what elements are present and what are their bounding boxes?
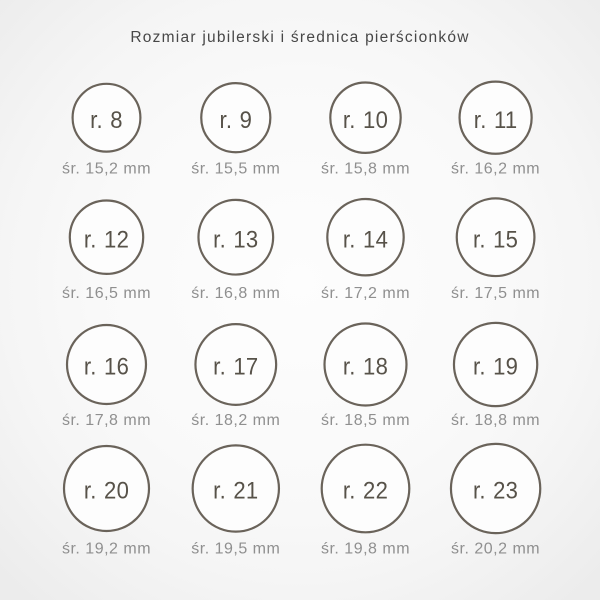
svg-text:śr. 19,8 mm: śr. 19,8 mm	[321, 541, 410, 558]
svg-text:r. 17: r. 17	[213, 353, 258, 380]
svg-text:r. 22: r. 22	[343, 477, 388, 504]
svg-text:r. 19: r. 19	[473, 353, 518, 380]
svg-text:śr. 16,5 mm: śr. 16,5 mm	[62, 285, 151, 302]
svg-text:śr. 17,5 mm: śr. 17,5 mm	[451, 285, 540, 302]
svg-text:śr. 19,2 mm: śr. 19,2 mm	[62, 541, 151, 558]
svg-text:śr. 15,5 mm: śr. 15,5 mm	[191, 160, 280, 177]
svg-text:r. 12: r. 12	[84, 225, 129, 252]
svg-text:śr. 15,2 mm: śr. 15,2 mm	[62, 160, 151, 177]
svg-text:r. 9: r. 9	[219, 106, 252, 133]
svg-text:r. 11: r. 11	[474, 106, 518, 133]
svg-text:r. 10: r. 10	[343, 106, 388, 133]
svg-text:śr. 18,2 mm: śr. 18,2 mm	[191, 412, 280, 429]
svg-text:śr. 20,2 mm: śr. 20,2 mm	[451, 541, 540, 558]
svg-text:śr. 18,8 mm: śr. 18,8 mm	[451, 412, 540, 429]
svg-text:śr. 17,2 mm: śr. 17,2 mm	[321, 285, 410, 302]
svg-text:r. 20: r. 20	[84, 477, 129, 504]
svg-text:Rozmiar jubilerski i średnica: Rozmiar jubilerski i średnica pierścionk…	[130, 29, 469, 46]
svg-text:śr. 16,2 mm: śr. 16,2 mm	[451, 160, 540, 177]
svg-text:r. 23: r. 23	[473, 477, 518, 504]
svg-text:r. 13: r. 13	[213, 225, 258, 252]
svg-text:śr. 19,5 mm: śr. 19,5 mm	[191, 541, 280, 558]
svg-text:r. 15: r. 15	[473, 225, 518, 252]
svg-text:r. 21: r. 21	[213, 477, 258, 504]
svg-text:śr. 16,8 mm: śr. 16,8 mm	[191, 285, 280, 302]
svg-text:r. 14: r. 14	[343, 225, 388, 252]
svg-text:r. 18: r. 18	[343, 353, 388, 380]
svg-text:śr. 15,8 mm: śr. 15,8 mm	[321, 160, 410, 177]
svg-text:śr. 17,8 mm: śr. 17,8 mm	[62, 412, 151, 429]
svg-text:r. 8: r. 8	[90, 106, 123, 133]
svg-text:śr. 18,5 mm: śr. 18,5 mm	[321, 412, 410, 429]
svg-text:r. 16: r. 16	[84, 353, 129, 380]
